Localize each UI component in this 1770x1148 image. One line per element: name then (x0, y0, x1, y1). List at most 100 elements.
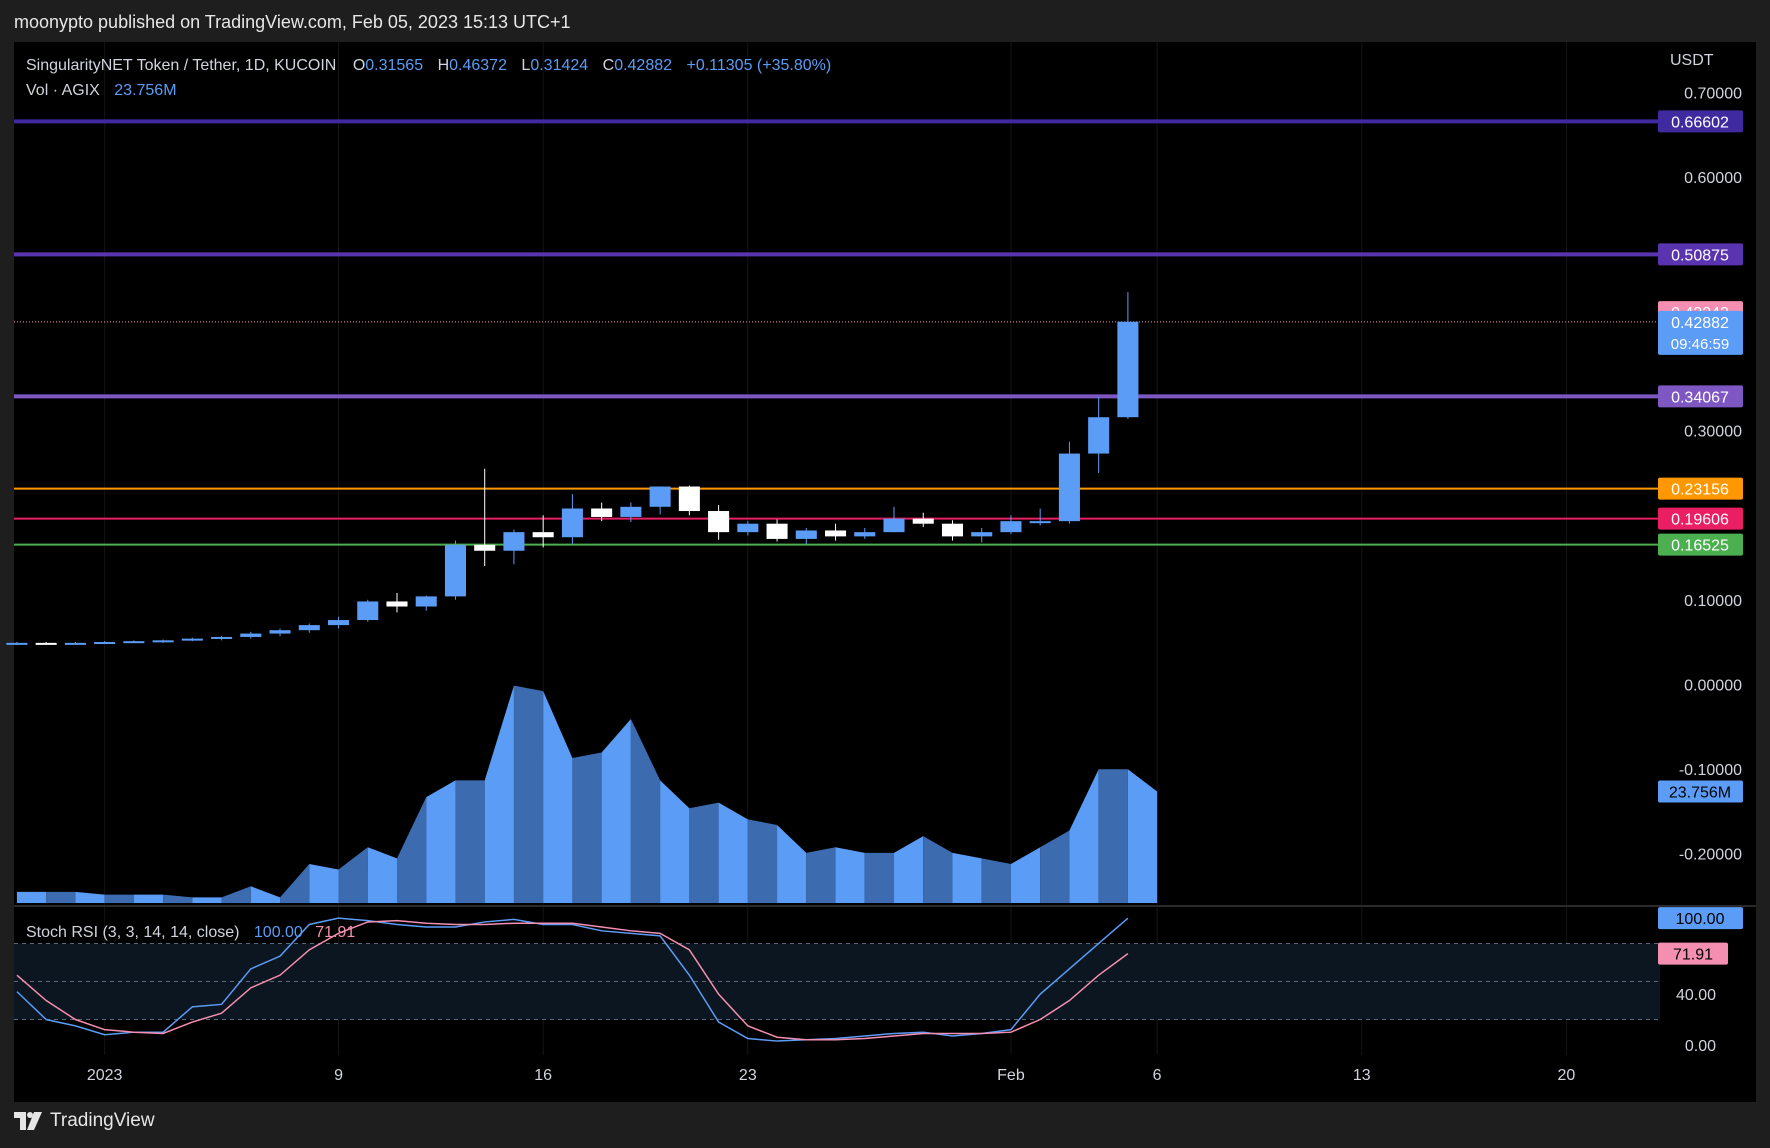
candle-body (123, 641, 145, 644)
volume-segment (894, 836, 924, 903)
candle-body (269, 630, 291, 634)
grid-lines (14, 42, 1756, 1055)
volume-segment (543, 691, 573, 903)
volume-segment (133, 894, 164, 903)
legend-open: 0.31565 (365, 57, 423, 74)
candle-body (503, 532, 525, 551)
candle-body (883, 518, 905, 533)
candle-body (211, 636, 233, 639)
time-tick-label: 16 (534, 1067, 552, 1084)
last-price-badge-bg (1658, 310, 1743, 355)
legend-stoch-d: 71.91 (315, 924, 355, 941)
time-tick-label: 13 (1353, 1067, 1371, 1084)
candle-body (795, 530, 817, 539)
time-tick-label: 9 (334, 1067, 343, 1084)
stoch-k-line (16, 917, 1129, 1042)
price-level-badge-bg (1658, 385, 1743, 408)
price-level-badge: 0.50875 (1671, 247, 1729, 264)
currency-label: USDT (1670, 52, 1714, 69)
candle-body (708, 511, 730, 533)
price-level-badge: 0.34067 (1671, 389, 1729, 406)
last-price-badge: 0.42882 (1671, 315, 1729, 332)
time-tick-label: 2023 (87, 1067, 123, 1084)
price-axis: 0.70000 0.60000 0.30000 0.10000 0.00000 -0.10… (1658, 86, 1743, 1055)
candle-body (532, 532, 554, 538)
volume-segment (981, 858, 1011, 903)
price-level-badge-bg (1658, 533, 1743, 556)
time-tick-label: 6 (1153, 1067, 1162, 1084)
chart-frame[interactable] (14, 42, 1756, 1102)
volume-segment (455, 780, 485, 903)
price-tick-label: 0.70000 (1684, 86, 1742, 103)
candle-body (327, 620, 350, 626)
stoch-rsi-pane (14, 917, 1660, 1042)
legend-stoch-label: Stoch RSI (3, 3, 14, 14, close) (26, 924, 239, 941)
price-level-badge-bg (1658, 243, 1743, 266)
price-tick-label: 0.60000 (1684, 170, 1742, 187)
candle-body (64, 642, 86, 645)
candle-body (415, 596, 437, 607)
legend-open-label: O (353, 57, 365, 74)
volume-segment (806, 847, 836, 903)
volume-segment (952, 852, 982, 903)
legend-low-label: L (521, 57, 530, 74)
tradingview-wordmark: TradingView (50, 1110, 155, 1131)
legend-close-label: C (603, 57, 615, 74)
price-tick-label: -0.20000 (1679, 846, 1742, 863)
legend-high: 0.46372 (449, 57, 507, 74)
legend-volume-label: Vol · AGIX (26, 82, 100, 99)
candle-body (1029, 521, 1051, 524)
candle-body (1058, 453, 1080, 522)
volume-segment (396, 797, 427, 903)
time-tick-label: 23 (739, 1067, 757, 1084)
volume-segment (923, 836, 953, 903)
legend-close: 0.42882 (614, 57, 672, 74)
candle-body (474, 544, 496, 551)
candle-body (357, 601, 379, 621)
candlesticks (6, 292, 1139, 645)
legend-symbol: SingularityNET Token / Tether, 1D, KUCOI… (26, 57, 336, 74)
countdown-badge: 09:46:59 (1671, 336, 1729, 353)
stoch-tick-label: 0.00 (1685, 1038, 1716, 1055)
volume-segment (777, 824, 807, 903)
price-tick-label: 0.30000 (1684, 424, 1742, 441)
price-level-badge-bg (1658, 507, 1743, 530)
legend-stoch-line: Stoch RSI (3, 3, 14, 14, close) 100.00 7… (26, 924, 355, 941)
stoch-d-badge-bg (1658, 942, 1728, 965)
volume-segment (309, 863, 339, 903)
candle-body (240, 633, 262, 637)
publisher-bar: moonypto published on TradingView.com, F… (0, 0, 1770, 42)
volume-segment (689, 802, 719, 903)
volume-segment (192, 897, 222, 903)
candle-body (971, 532, 993, 537)
candle-body (1000, 521, 1022, 533)
price-tick-label: -0.10000 (1679, 762, 1742, 779)
legend-volume-line: Vol · AGIX 23.756M (26, 82, 177, 99)
time-axis: 2023 9 16 23 Feb 6 13 20 (87, 1067, 1576, 1084)
volume-segment (660, 780, 690, 903)
price-level-badge-bg (1658, 110, 1743, 133)
candle-body (620, 506, 642, 517)
candle-body (737, 523, 759, 533)
tradingview-logo[interactable]: TradingView (14, 1110, 155, 1132)
stoch-band-fill (14, 943, 1660, 1020)
stoch-d-line (16, 919, 1129, 1041)
candle-body (94, 642, 116, 645)
volume-segment (426, 780, 456, 903)
legend-change: +0.11305 (+35.80%) (686, 57, 831, 74)
volume-segment (513, 685, 544, 903)
candle-body (912, 518, 934, 524)
volume-segment (718, 802, 748, 903)
volume-segment (1127, 769, 1158, 903)
candle-body (649, 486, 671, 507)
candle-body (444, 544, 466, 597)
volume-segment (75, 891, 105, 903)
price-tick-label: 0.10000 (1684, 593, 1742, 610)
price-level-badge: 0.16525 (1671, 538, 1729, 555)
stoch-tick-label: 40.00 (1676, 987, 1716, 1004)
volume-segment (16, 891, 47, 903)
candle-body (766, 523, 788, 539)
horizontal-levels (14, 119, 1660, 546)
legend-low: 0.31424 (530, 57, 588, 74)
